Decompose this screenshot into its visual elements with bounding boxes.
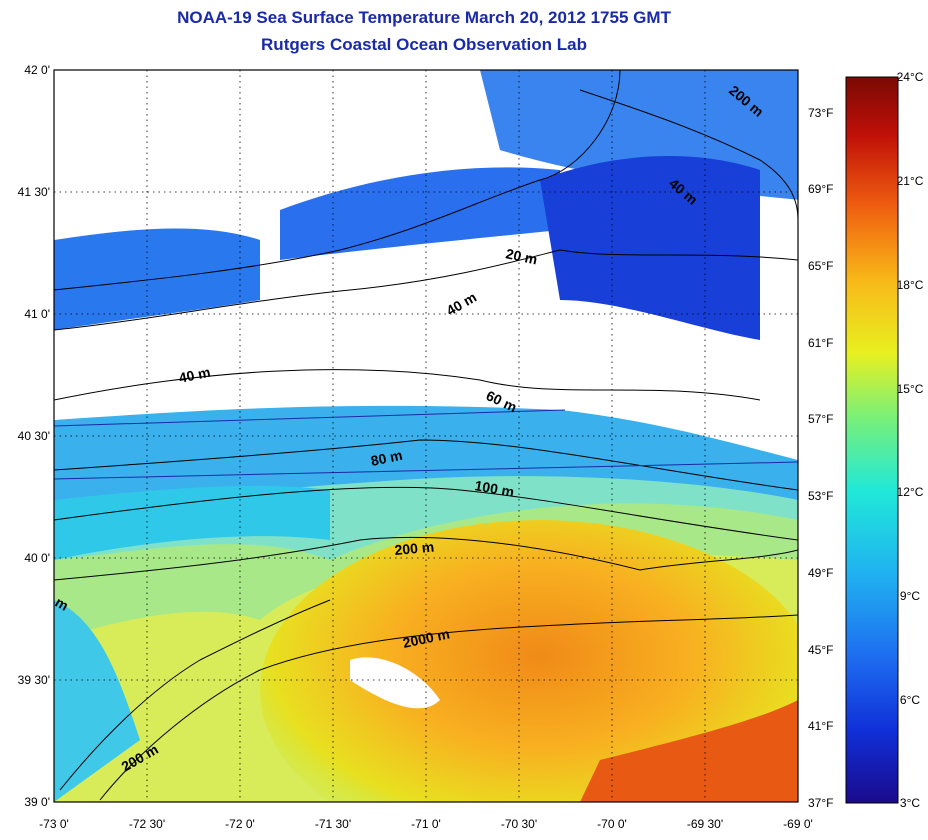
lat-tick-label: 39 30' [18, 673, 50, 687]
lat-tick-label: 41 0' [24, 307, 50, 321]
lon-tick-label: -72 30' [129, 817, 165, 831]
colorbar-tick-label: 24°C [897, 70, 924, 84]
fahrenheit-labels: 73°F 69°F 65°F 61°F 57°F 53°F 49°F 45°F … [808, 106, 833, 810]
longitude-labels: -73 0' -72 30' -72 0' -71 30' -71 0' -70… [39, 817, 813, 831]
fahrenheit-label: 41°F [808, 719, 833, 733]
colorbar-tick-label: 12°C [897, 485, 924, 499]
fahrenheit-label: 61°F [808, 336, 833, 350]
fahrenheit-label: 65°F [808, 259, 833, 273]
colorbar-tick-label: 18°C [897, 278, 924, 292]
lon-tick-label: -72 0' [225, 817, 255, 831]
colorbar-tick-label: 21°C [897, 174, 924, 188]
colorbar-tick-label: 15°C [897, 382, 924, 396]
fahrenheit-label: 53°F [808, 489, 833, 503]
colorbar [845, 76, 899, 804]
fahrenheit-label: 49°F [808, 566, 833, 580]
map-frame [53, 69, 799, 803]
lon-tick-label: -69 30' [687, 817, 723, 831]
fahrenheit-label: 73°F [808, 106, 833, 120]
colorbar-tick-label: 3°C [900, 796, 920, 810]
lon-tick-label: -73 0' [39, 817, 69, 831]
contour-label: 100 m [473, 477, 515, 500]
lon-tick-label: -70 30' [501, 817, 537, 831]
contour-label: 80 m [369, 447, 404, 469]
colorbar-labels: 24°C 21°C 18°C 15°C 12°C 9°C 6°C 3°C [897, 70, 924, 810]
graticule [54, 70, 798, 802]
transect-lines [53, 409, 799, 480]
lon-tick-label: -71 0' [411, 817, 441, 831]
colorbar-tick-label: 9°C [900, 589, 920, 603]
fahrenheit-label: 45°F [808, 643, 833, 657]
map-subtitle: Rutgers Coastal Ocean Observation Lab [261, 35, 587, 54]
fahrenheit-label: 37°F [808, 796, 833, 810]
contour-label: 200 m [394, 539, 435, 558]
lat-tick-label: 40 30' [18, 429, 50, 443]
lon-tick-label: -71 30' [315, 817, 351, 831]
map-title: NOAA-19 Sea Surface Temperature March 20… [177, 8, 671, 27]
bathymetry-contours [54, 70, 798, 801]
lat-tick-label: 39 0' [24, 795, 50, 809]
fahrenheit-label: 57°F [808, 412, 833, 426]
contour-label: 20 m [504, 245, 539, 267]
lat-tick-label: 41 30' [18, 185, 50, 199]
latitude-labels: 42 0' 41 30' 41 0' 40 30' 40 0' 39 30' 3… [18, 63, 50, 809]
fahrenheit-label: 69°F [808, 182, 833, 196]
lon-tick-label: -70 0' [597, 817, 627, 831]
contour-label: 40 m [177, 364, 212, 386]
lat-tick-label: 42 0' [24, 63, 50, 77]
colorbar-tick-label: 6°C [900, 693, 920, 707]
lon-tick-label: -69 0' [783, 817, 813, 831]
lat-tick-label: 40 0' [24, 551, 50, 565]
